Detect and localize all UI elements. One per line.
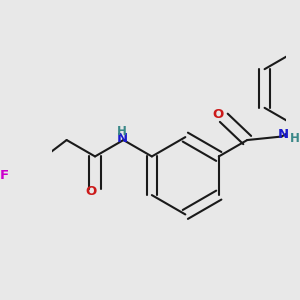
Text: H: H [290, 132, 299, 146]
Text: F: F [0, 169, 9, 182]
Text: H: H [117, 124, 127, 138]
Text: O: O [85, 184, 96, 198]
Text: O: O [212, 109, 224, 122]
Text: N: N [117, 132, 128, 145]
Text: N: N [277, 128, 288, 141]
